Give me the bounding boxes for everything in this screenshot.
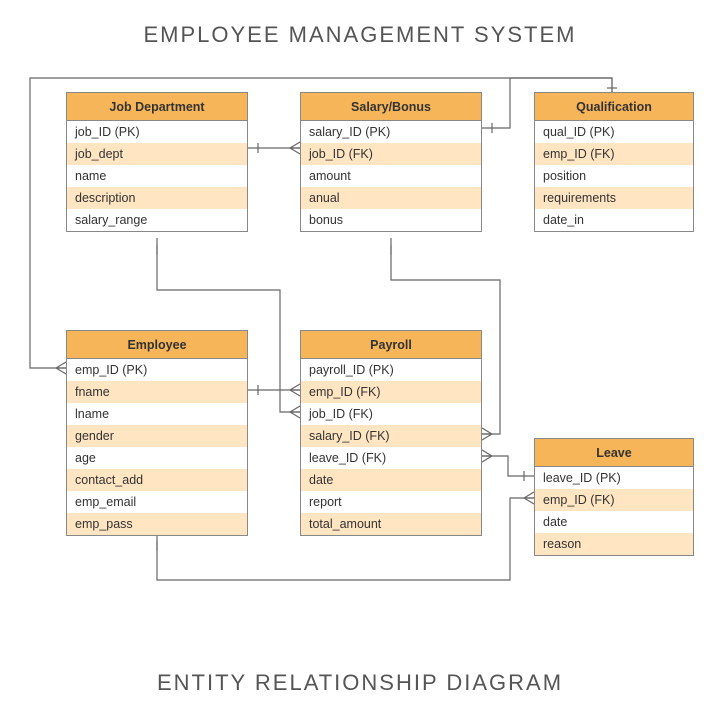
entity-field: date_in bbox=[535, 209, 693, 231]
entity-header: Salary/Bonus bbox=[301, 93, 481, 121]
entity-field: date bbox=[535, 511, 693, 533]
entity-employee: Employeeemp_ID (PK)fnamelnamegenderageco… bbox=[66, 330, 248, 536]
entity-leave: Leaveleave_ID (PK)emp_ID (FK)datereason bbox=[534, 438, 694, 556]
entity-field: payroll_ID (PK) bbox=[301, 359, 481, 381]
entity-field: emp_ID (FK) bbox=[535, 489, 693, 511]
entity-salary: Salary/Bonussalary_ID (PK)job_ID (FK)amo… bbox=[300, 92, 482, 232]
entity-field: bonus bbox=[301, 209, 481, 231]
relationship-edge bbox=[482, 456, 534, 476]
entity-field: emp_email bbox=[67, 491, 247, 513]
entity-field: lname bbox=[67, 403, 247, 425]
entity-field: report bbox=[301, 491, 481, 513]
entity-field: fname bbox=[67, 381, 247, 403]
entity-field: salary_ID (FK) bbox=[301, 425, 481, 447]
entity-field: total_amount bbox=[301, 513, 481, 535]
entity-field: salary_ID (PK) bbox=[301, 121, 481, 143]
entity-field: salary_range bbox=[67, 209, 247, 231]
entity-field: gender bbox=[67, 425, 247, 447]
entity-field: job_dept bbox=[67, 143, 247, 165]
entity-field: leave_ID (FK) bbox=[301, 447, 481, 469]
entity-header: Leave bbox=[535, 439, 693, 467]
entity-field: job_ID (PK) bbox=[67, 121, 247, 143]
entity-field: age bbox=[67, 447, 247, 469]
entity-field: emp_ID (PK) bbox=[67, 359, 247, 381]
entity-field: job_ID (FK) bbox=[301, 403, 481, 425]
entity-field: name bbox=[67, 165, 247, 187]
entity-qualification: Qualificationqual_ID (PK)emp_ID (FK)posi… bbox=[534, 92, 694, 232]
entity-field: emp_ID (FK) bbox=[535, 143, 693, 165]
entity-header: Employee bbox=[67, 331, 247, 359]
entity-header: Qualification bbox=[535, 93, 693, 121]
entity-field: anual bbox=[301, 187, 481, 209]
entity-header: Payroll bbox=[301, 331, 481, 359]
entity-payroll: Payrollpayroll_ID (PK)emp_ID (FK)job_ID … bbox=[300, 330, 482, 536]
entity-field: description bbox=[67, 187, 247, 209]
entity-field: reason bbox=[535, 533, 693, 555]
entity-field: requirements bbox=[535, 187, 693, 209]
entity-field: leave_ID (PK) bbox=[535, 467, 693, 489]
entity-job_dept: Job Departmentjob_ID (PK)job_deptnamedes… bbox=[66, 92, 248, 232]
entity-field: job_ID (FK) bbox=[301, 143, 481, 165]
entity-field: qual_ID (PK) bbox=[535, 121, 693, 143]
diagram-canvas: Job Departmentjob_ID (PK)job_deptnamedes… bbox=[0, 0, 720, 720]
entity-field: emp_pass bbox=[67, 513, 247, 535]
entity-field: date bbox=[301, 469, 481, 491]
entity-field: emp_ID (FK) bbox=[301, 381, 481, 403]
entity-field: amount bbox=[301, 165, 481, 187]
entity-field: position bbox=[535, 165, 693, 187]
entity-field: contact_add bbox=[67, 469, 247, 491]
entity-header: Job Department bbox=[67, 93, 247, 121]
